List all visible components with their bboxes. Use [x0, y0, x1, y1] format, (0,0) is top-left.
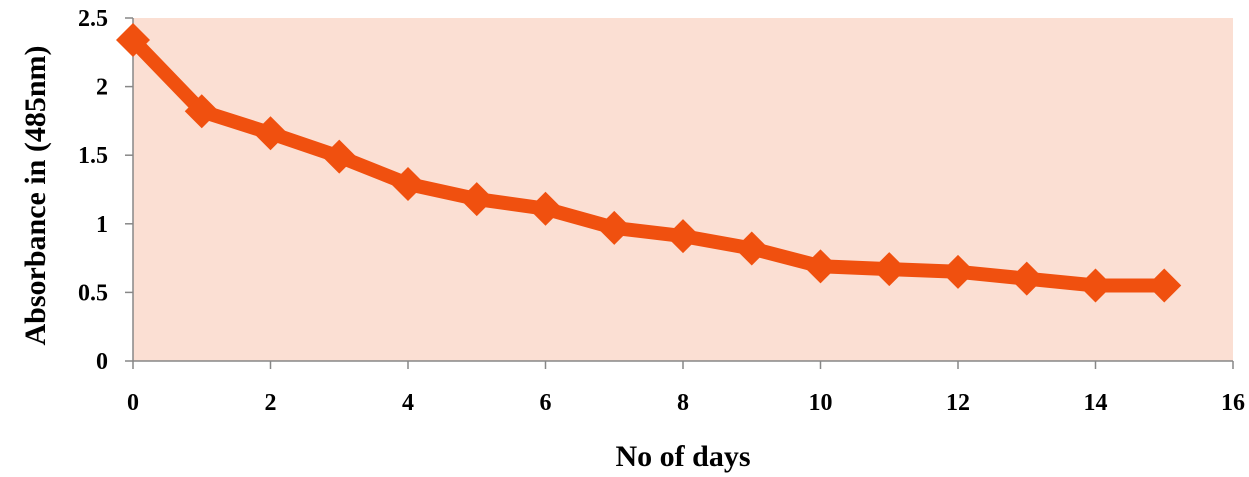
y-axis-ticks: 0 0.5 1 1.5 2 2.5 [78, 6, 133, 375]
x-tick-label: 4 [402, 390, 414, 416]
series-layer [116, 22, 1182, 303]
data-point-marker [391, 167, 425, 202]
x-tick-label: 10 [809, 390, 833, 416]
y-axis-title: Absorbance in (485nm) [19, 45, 52, 345]
data-point-marker [1147, 268, 1182, 303]
data-point-marker [459, 182, 494, 217]
data-point-marker [184, 94, 219, 129]
y-tick-label: 0 [96, 349, 108, 375]
data-point-marker [528, 191, 563, 226]
data-point-marker [597, 210, 632, 245]
data-point-marker [253, 116, 288, 151]
x-tick-label: 8 [677, 390, 689, 416]
x-tick-label: 12 [946, 390, 970, 416]
data-point-marker [666, 219, 700, 254]
x-axis-ticks: 0 2 4 6 8 10 12 14 16 [127, 361, 1245, 416]
data-point-marker [941, 254, 975, 289]
data-point-marker [1078, 268, 1113, 303]
y-tick-label: 2 [96, 75, 108, 101]
x-axis-title: No of days [615, 440, 750, 473]
x-tick-label: 2 [265, 390, 277, 416]
data-point-marker [734, 231, 769, 266]
data-point-marker [803, 249, 838, 284]
series-line [126, 33, 1172, 293]
data-point-marker [116, 22, 150, 57]
plot-area [133, 18, 1233, 361]
x-tick-label: 6 [540, 390, 552, 416]
y-tick-label: 1 [96, 212, 108, 238]
data-point-marker [872, 252, 907, 287]
y-tick-label: 0.5 [78, 280, 108, 306]
x-tick-label: 0 [127, 390, 139, 416]
x-tick-label: 14 [1084, 390, 1108, 416]
data-point-marker [322, 139, 357, 174]
x-tick-label: 16 [1221, 390, 1245, 416]
y-tick-label: 2.5 [78, 6, 108, 32]
data-point-marker [1009, 261, 1044, 296]
y-tick-label: 1.5 [78, 143, 108, 169]
